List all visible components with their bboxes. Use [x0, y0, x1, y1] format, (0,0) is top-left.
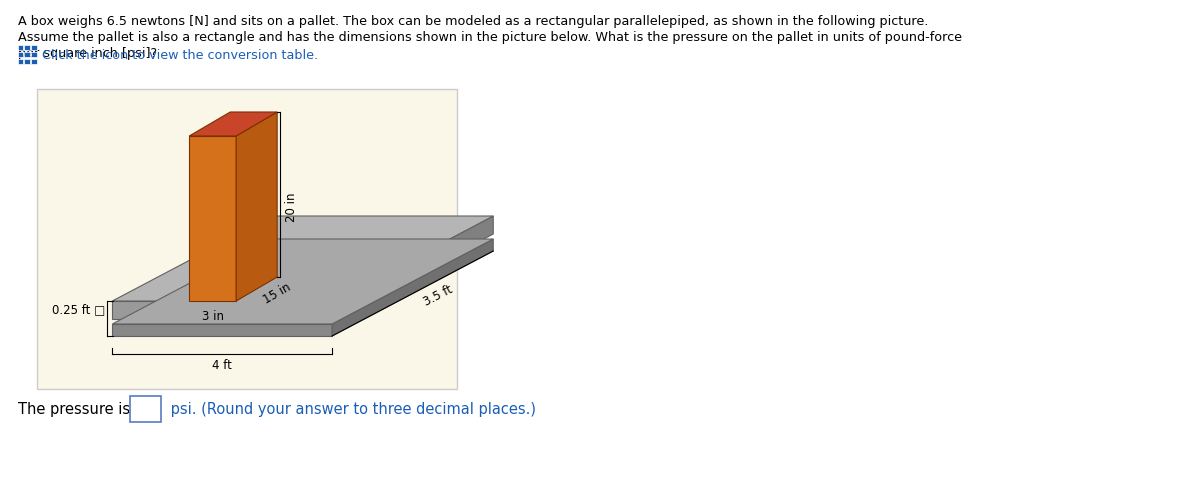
Text: 20 in: 20 in — [284, 192, 298, 222]
Text: 4 ft: 4 ft — [212, 358, 232, 371]
Polygon shape — [113, 324, 332, 336]
Text: per square inch [psi]?: per square inch [psi]? — [18, 47, 157, 60]
Polygon shape — [236, 113, 277, 302]
Polygon shape — [332, 240, 493, 336]
FancyBboxPatch shape — [31, 60, 37, 65]
FancyBboxPatch shape — [24, 60, 30, 65]
Polygon shape — [332, 216, 493, 319]
FancyBboxPatch shape — [18, 60, 23, 65]
FancyBboxPatch shape — [31, 52, 37, 58]
Polygon shape — [113, 302, 332, 319]
Polygon shape — [190, 136, 236, 302]
FancyBboxPatch shape — [31, 45, 37, 51]
Text: Click the icon to view the conversion table.: Click the icon to view the conversion ta… — [42, 49, 318, 61]
Polygon shape — [113, 240, 493, 324]
FancyBboxPatch shape — [18, 45, 23, 51]
Text: 3 in: 3 in — [202, 309, 223, 322]
Text: psi. (Round your answer to three decimal places.): psi. (Round your answer to three decimal… — [166, 402, 536, 417]
Polygon shape — [113, 216, 493, 302]
Text: Assume the pallet is also a rectangle and has the dimensions shown in the pictur: Assume the pallet is also a rectangle an… — [18, 31, 961, 44]
Text: The pressure is: The pressure is — [18, 402, 134, 417]
FancyBboxPatch shape — [18, 52, 23, 58]
Text: 15 in: 15 in — [260, 280, 293, 306]
Text: 3.5 ft: 3.5 ft — [422, 283, 455, 308]
Polygon shape — [190, 113, 277, 136]
FancyBboxPatch shape — [24, 45, 30, 51]
FancyBboxPatch shape — [24, 52, 30, 58]
FancyBboxPatch shape — [37, 90, 457, 389]
Text: A box weighs 6.5 newtons [N] and sits on a pallet. The box can be modeled as a r: A box weighs 6.5 newtons [N] and sits on… — [18, 15, 928, 28]
Text: 0.25 ft □: 0.25 ft □ — [53, 303, 106, 316]
FancyBboxPatch shape — [130, 396, 161, 422]
